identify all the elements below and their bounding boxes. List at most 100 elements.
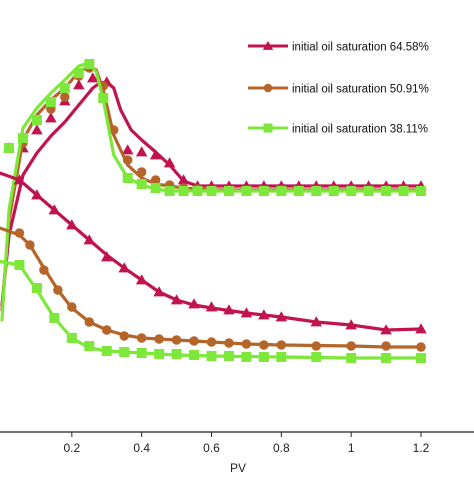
data-point bbox=[73, 79, 85, 90]
data-point bbox=[67, 302, 77, 312]
data-point bbox=[98, 93, 109, 103]
data-point bbox=[192, 186, 203, 196]
data-point bbox=[381, 186, 392, 196]
data-point bbox=[84, 317, 95, 327]
data-point bbox=[241, 352, 252, 362]
data-point bbox=[205, 301, 218, 312]
data-point bbox=[381, 341, 391, 351]
data-point bbox=[170, 294, 183, 305]
data-point bbox=[14, 228, 25, 238]
data-point bbox=[293, 186, 304, 196]
data-point bbox=[59, 83, 70, 93]
legend-label: initial oil saturation 64.58% bbox=[292, 42, 429, 54]
data-point bbox=[164, 186, 175, 196]
data-point bbox=[121, 144, 134, 155]
data-point bbox=[398, 186, 409, 196]
data-point bbox=[73, 68, 84, 78]
data-point bbox=[276, 186, 287, 196]
data-point bbox=[259, 340, 269, 350]
data-point bbox=[171, 349, 182, 359]
data-point bbox=[345, 319, 357, 330]
data-point bbox=[87, 72, 99, 83]
legend-entry: initial oil saturation 38.11% bbox=[248, 123, 428, 136]
series-6 bbox=[0, 259, 426, 363]
data-point bbox=[83, 234, 96, 245]
series-4 bbox=[0, 171, 427, 335]
data-point bbox=[39, 265, 49, 275]
data-point bbox=[135, 146, 148, 157]
x-tick-label: 0.6 bbox=[203, 441, 220, 455]
legend-marker bbox=[262, 40, 274, 50]
data-point bbox=[122, 155, 133, 165]
data-point bbox=[363, 186, 374, 196]
series-5 bbox=[0, 226, 426, 352]
data-point bbox=[241, 339, 252, 349]
data-point bbox=[150, 175, 161, 185]
series-line bbox=[0, 80, 423, 307]
data-point bbox=[223, 186, 234, 196]
data-point bbox=[31, 189, 43, 200]
legend-entry: initial oil saturation 50.91% bbox=[248, 84, 429, 96]
data-point bbox=[135, 274, 148, 285]
data-point bbox=[189, 336, 199, 346]
data-point bbox=[206, 351, 217, 361]
data-point bbox=[275, 311, 288, 322]
data-point bbox=[122, 173, 133, 183]
data-point bbox=[149, 149, 162, 160]
data-point bbox=[276, 340, 287, 350]
series-line bbox=[0, 259, 423, 360]
data-point bbox=[311, 341, 321, 351]
data-point bbox=[154, 334, 164, 344]
data-point bbox=[171, 335, 182, 345]
data-point bbox=[3, 143, 14, 153]
legend: initial oil saturation 64.58% initial oil… bbox=[248, 40, 429, 136]
legend-entry: initial oil saturation 64.58% bbox=[248, 40, 429, 54]
data-point bbox=[45, 97, 56, 107]
x-tick-label: 1.2 bbox=[413, 441, 430, 455]
data-point bbox=[380, 324, 392, 335]
data-point bbox=[31, 115, 42, 125]
data-point bbox=[223, 304, 235, 315]
data-point bbox=[14, 260, 25, 270]
data-point bbox=[119, 331, 129, 341]
data-point bbox=[311, 352, 322, 362]
data-point bbox=[276, 352, 287, 362]
data-point bbox=[346, 186, 357, 196]
data-point bbox=[31, 124, 43, 135]
x-tick-label: 0.4 bbox=[133, 441, 150, 455]
legend-marker bbox=[263, 83, 273, 93]
x-tick-label: 0.2 bbox=[63, 441, 80, 455]
data-point bbox=[48, 204, 61, 215]
data-point bbox=[206, 186, 217, 196]
data-point bbox=[381, 353, 392, 363]
data-point bbox=[240, 307, 253, 318]
data-point bbox=[258, 352, 269, 362]
data-point bbox=[53, 285, 63, 295]
data-point bbox=[223, 351, 234, 361]
data-point bbox=[153, 286, 165, 297]
data-point bbox=[136, 348, 147, 358]
data-point bbox=[101, 346, 112, 356]
data-point bbox=[163, 157, 176, 168]
data-point bbox=[150, 183, 161, 193]
data-point bbox=[136, 333, 147, 343]
data-point bbox=[108, 125, 119, 135]
data-point bbox=[66, 333, 77, 343]
data-point bbox=[84, 59, 95, 69]
data-point bbox=[17, 133, 28, 143]
data-point bbox=[60, 92, 70, 102]
data-point bbox=[241, 186, 252, 196]
data-point bbox=[224, 338, 234, 348]
x-tick-label: 1 bbox=[348, 441, 355, 455]
data-point bbox=[310, 316, 322, 327]
data-point bbox=[119, 347, 130, 357]
data-point bbox=[416, 342, 426, 352]
data-point bbox=[258, 186, 269, 196]
data-point bbox=[416, 353, 426, 363]
data-point bbox=[346, 353, 357, 363]
legend-label: initial oil saturation 38.11% bbox=[292, 124, 428, 136]
data-point bbox=[13, 174, 26, 185]
data-point bbox=[177, 174, 190, 185]
data-point bbox=[66, 219, 78, 230]
